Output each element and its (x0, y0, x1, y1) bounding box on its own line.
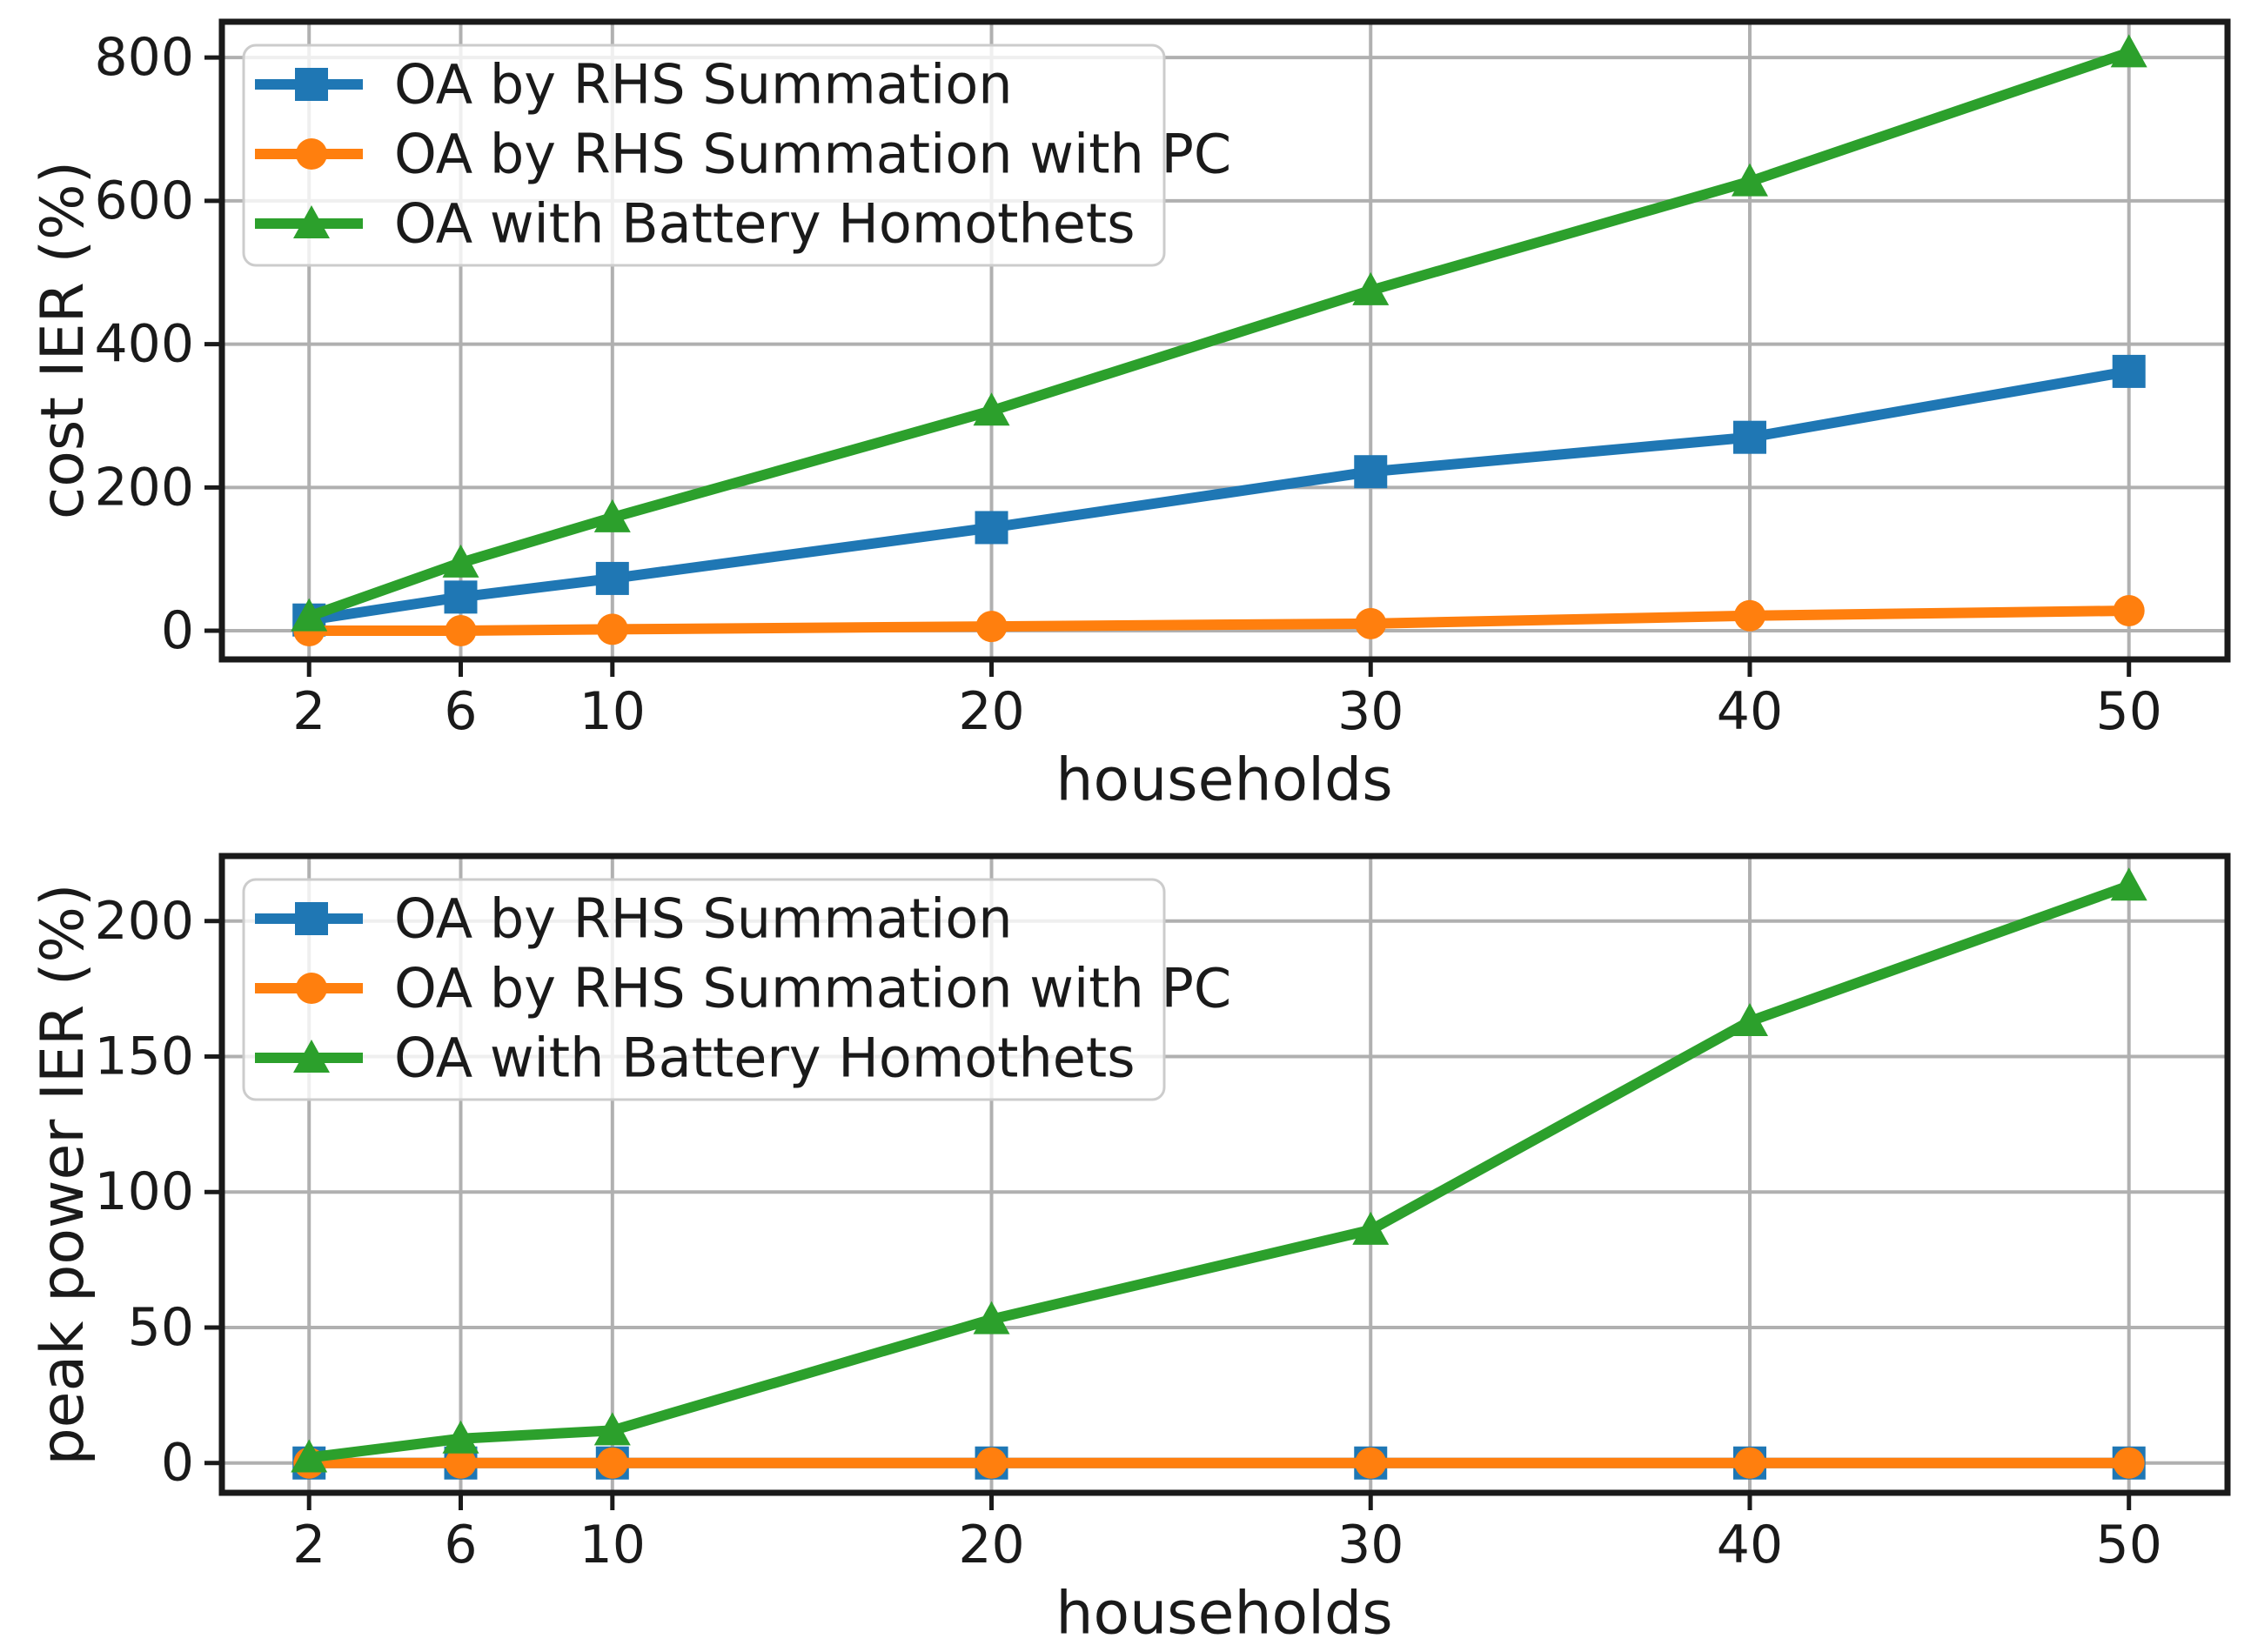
data-point-circle (1733, 1447, 1765, 1479)
data-point-circle (445, 615, 477, 647)
legend-circle-marker (296, 138, 327, 170)
peak-power-ier-chart: 2 6 10 20 30 40 50 0 50 100 150 200 OA by RHS Summat… (94, 853, 2231, 1575)
legend-box (242, 878, 1166, 1101)
y-tick-label: 0 (161, 600, 194, 661)
data-point-square (444, 580, 478, 614)
data-point-circle (1733, 599, 1765, 632)
x-tick-label: 6 (444, 681, 477, 742)
x-tick-label: 50 (2096, 1515, 2162, 1575)
legend-circle-marker (296, 973, 327, 1004)
data-point-triangle (1352, 1211, 1390, 1245)
peak-power-ier-y-axis: 0 50 100 150 200 (94, 891, 222, 1494)
data-point-triangle (442, 544, 479, 578)
data-point-triangle (973, 392, 1010, 426)
x-tick-label: 40 (1717, 1515, 1783, 1575)
legend-item-label: OA with Battery Homothets (394, 1027, 1136, 1090)
y-tick-label: 150 (94, 1027, 194, 1087)
peak-power-ier-x-axis: 2 6 10 20 30 40 50 (292, 1493, 2162, 1575)
cost-ier-series-circle (293, 594, 2145, 647)
x-tick-label: 2 (292, 1515, 325, 1575)
y-tick-label: 50 (128, 1297, 194, 1358)
data-point-square (595, 561, 629, 595)
data-point-triangle (1731, 163, 1768, 197)
y-tick-label: 100 (94, 1161, 194, 1222)
cost-ier-series-triangle (291, 34, 2147, 632)
data-point-circle (975, 1447, 1008, 1479)
legend-item-label: OA by RHS Summation (394, 53, 1013, 117)
data-point-square (2112, 354, 2146, 388)
y-tick-label: 400 (94, 314, 194, 375)
legend-item: OA by RHS Summation with PC (255, 123, 1231, 186)
data-point-triangle (593, 1412, 631, 1446)
cost-ier-series-square (292, 354, 2146, 637)
peak-chart-y-axis-label: peak power IER (%) (29, 883, 97, 1465)
legend-item: OA with Battery Homothets (255, 192, 1136, 256)
data-point-circle (2113, 594, 2145, 626)
y-tick-label: 200 (94, 891, 194, 952)
data-point-circle (1355, 1447, 1387, 1479)
legend-item: OA by RHS Summation (255, 887, 1013, 951)
x-tick-label: 20 (958, 1515, 1024, 1575)
cost-ier-y-axis: 0 200 400 600 800 (94, 27, 222, 661)
data-point-triangle (1352, 271, 1390, 305)
data-point-triangle (442, 1420, 479, 1454)
x-tick-label: 10 (579, 681, 646, 742)
peak-chart-x-axis-label: households (1055, 1580, 1392, 1649)
legend-item: OA by RHS Summation (255, 53, 1013, 117)
data-point-circle (2113, 1447, 2145, 1479)
legend-item: OA by RHS Summation with PC (255, 957, 1231, 1020)
y-tick-label: 800 (94, 27, 194, 88)
peak-power-ier-series-triangle (291, 867, 2147, 1473)
data-point-triangle (1731, 1003, 1768, 1037)
data-point-triangle (2110, 867, 2147, 901)
legend-item: OA with Battery Homothets (255, 1027, 1136, 1090)
y-tick-label: 200 (94, 457, 194, 518)
cost-chart-x-axis-label: households (1055, 746, 1392, 815)
data-point-triangle (291, 1439, 328, 1473)
cost-chart-y-axis-label: cost IER (%) (29, 161, 97, 519)
legend-triangle-marker (293, 205, 330, 238)
peak-power-ier-series-circle (293, 1447, 2145, 1479)
legend-item-label: OA by RHS Summation with PC (394, 957, 1231, 1020)
x-tick-label: 40 (1717, 681, 1783, 742)
x-tick-label: 20 (958, 681, 1024, 742)
x-tick-label: 6 (444, 1515, 477, 1575)
peak-power-ier-spines (218, 853, 2231, 1496)
x-tick-label: 30 (1337, 1515, 1404, 1575)
legend-box (242, 43, 1166, 267)
legend-square-marker (295, 68, 328, 101)
legend-square-marker (295, 902, 328, 935)
data-point-circle (596, 613, 628, 645)
data-point-square (1732, 420, 1766, 454)
cost-ier-x-axis: 2 6 10 20 30 40 50 (292, 659, 2162, 742)
data-point-circle (445, 1447, 477, 1479)
data-point-circle (975, 611, 1008, 643)
x-tick-label: 2 (292, 681, 325, 742)
data-point-circle (1355, 607, 1387, 639)
y-tick-label: 600 (94, 171, 194, 231)
data-point-square (1354, 455, 1388, 489)
data-point-triangle (2110, 34, 2147, 68)
legend-triangle-marker (293, 1040, 330, 1073)
data-point-triangle (593, 498, 631, 532)
x-tick-label: 10 (579, 1515, 646, 1575)
legend-item-label: OA by RHS Summation with PC (394, 123, 1231, 186)
data-point-circle (596, 1447, 628, 1479)
cost-ier-spines (218, 18, 2231, 663)
legend-item-label: OA by RHS Summation (394, 887, 1013, 951)
y-tick-label: 0 (161, 1433, 194, 1494)
series-line (308, 366, 2130, 625)
legend-item-label: OA with Battery Homothets (394, 192, 1136, 256)
data-point-square (975, 511, 1008, 545)
series-line (309, 605, 2129, 637)
x-tick-label: 50 (2096, 681, 2162, 742)
data-point-triangle (973, 1301, 1010, 1334)
data-point-triangle (291, 598, 328, 632)
cost-ier-chart: 2 6 10 20 30 40 50 0 200 400 600 800 OA by RHS Summa… (94, 18, 2231, 742)
x-tick-label: 30 (1337, 681, 1404, 742)
